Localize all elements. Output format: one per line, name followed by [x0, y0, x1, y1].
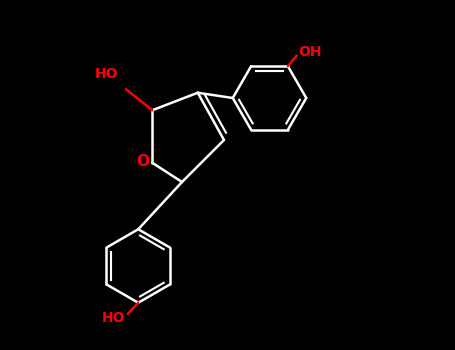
Text: HO: HO [101, 311, 125, 325]
Text: O: O [136, 154, 149, 168]
Text: HO: HO [95, 67, 118, 81]
Text: OH: OH [298, 45, 322, 59]
